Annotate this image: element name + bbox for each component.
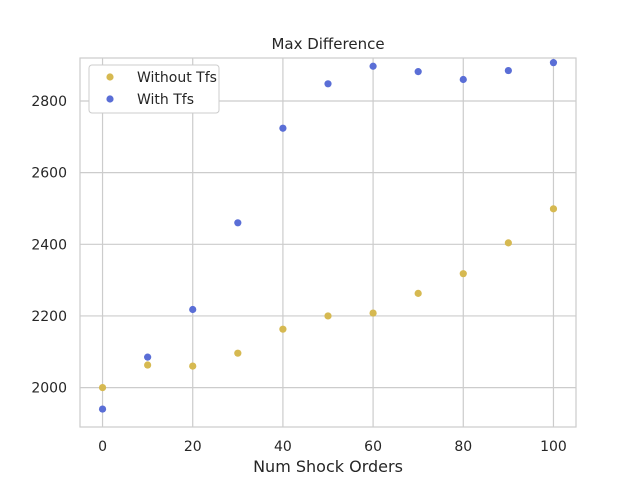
data-point	[98, 405, 107, 413]
data-point	[279, 325, 287, 333]
y-tick-label: 2400	[31, 237, 67, 253]
data-point	[459, 75, 467, 84]
data-point	[144, 353, 152, 361]
x-tick-label: 20	[184, 439, 202, 455]
data-point	[98, 383, 107, 392]
data-point	[414, 68, 422, 76]
x-tick-label: 60	[364, 439, 382, 455]
legend: Without Tfs With Tfs	[88, 64, 220, 114]
data-point	[504, 239, 512, 247]
data-point	[234, 349, 242, 357]
x-tick-label: 0	[98, 439, 107, 455]
plot-area	[80, 58, 576, 427]
data-point	[279, 124, 287, 132]
y-tick-label: 2800	[31, 94, 67, 110]
x-tick-label: 80	[454, 439, 472, 455]
legend-marker	[106, 73, 114, 81]
x-axis-label: Num Shock Orders	[253, 457, 403, 476]
data-point	[414, 289, 422, 297]
data-point	[189, 305, 197, 314]
data-points	[98, 59, 558, 413]
data-point	[369, 62, 377, 70]
data-point	[324, 312, 332, 320]
x-tick-label: 100	[540, 439, 567, 455]
data-point	[504, 66, 512, 75]
legend-box	[88, 64, 220, 114]
data-point	[459, 270, 467, 278]
series-1	[98, 59, 558, 413]
data-point	[369, 309, 377, 317]
data-point	[189, 362, 197, 370]
chart-title: Max Difference	[271, 35, 384, 53]
legend-label: Without Tfs	[137, 70, 217, 86]
legend-label: With Tfs	[137, 92, 194, 108]
y-tick-labels: 2000 2200 2400 2600 2800	[31, 94, 67, 397]
plot-frame	[79, 57, 577, 428]
data-point	[324, 80, 332, 88]
x-tick-labels: 0 20 40 60 80 100	[98, 439, 567, 455]
series-0	[98, 205, 558, 392]
grid-lines	[80, 58, 576, 427]
data-point	[144, 361, 152, 369]
legend-marker	[106, 95, 114, 103]
x-tick-label: 40	[274, 439, 292, 455]
data-point	[234, 219, 242, 227]
data-point	[549, 59, 558, 67]
y-tick-label: 2200	[31, 309, 67, 325]
y-tick-label: 2600	[31, 166, 67, 182]
y-tick-label: 2000	[31, 381, 67, 397]
data-point	[549, 205, 558, 213]
